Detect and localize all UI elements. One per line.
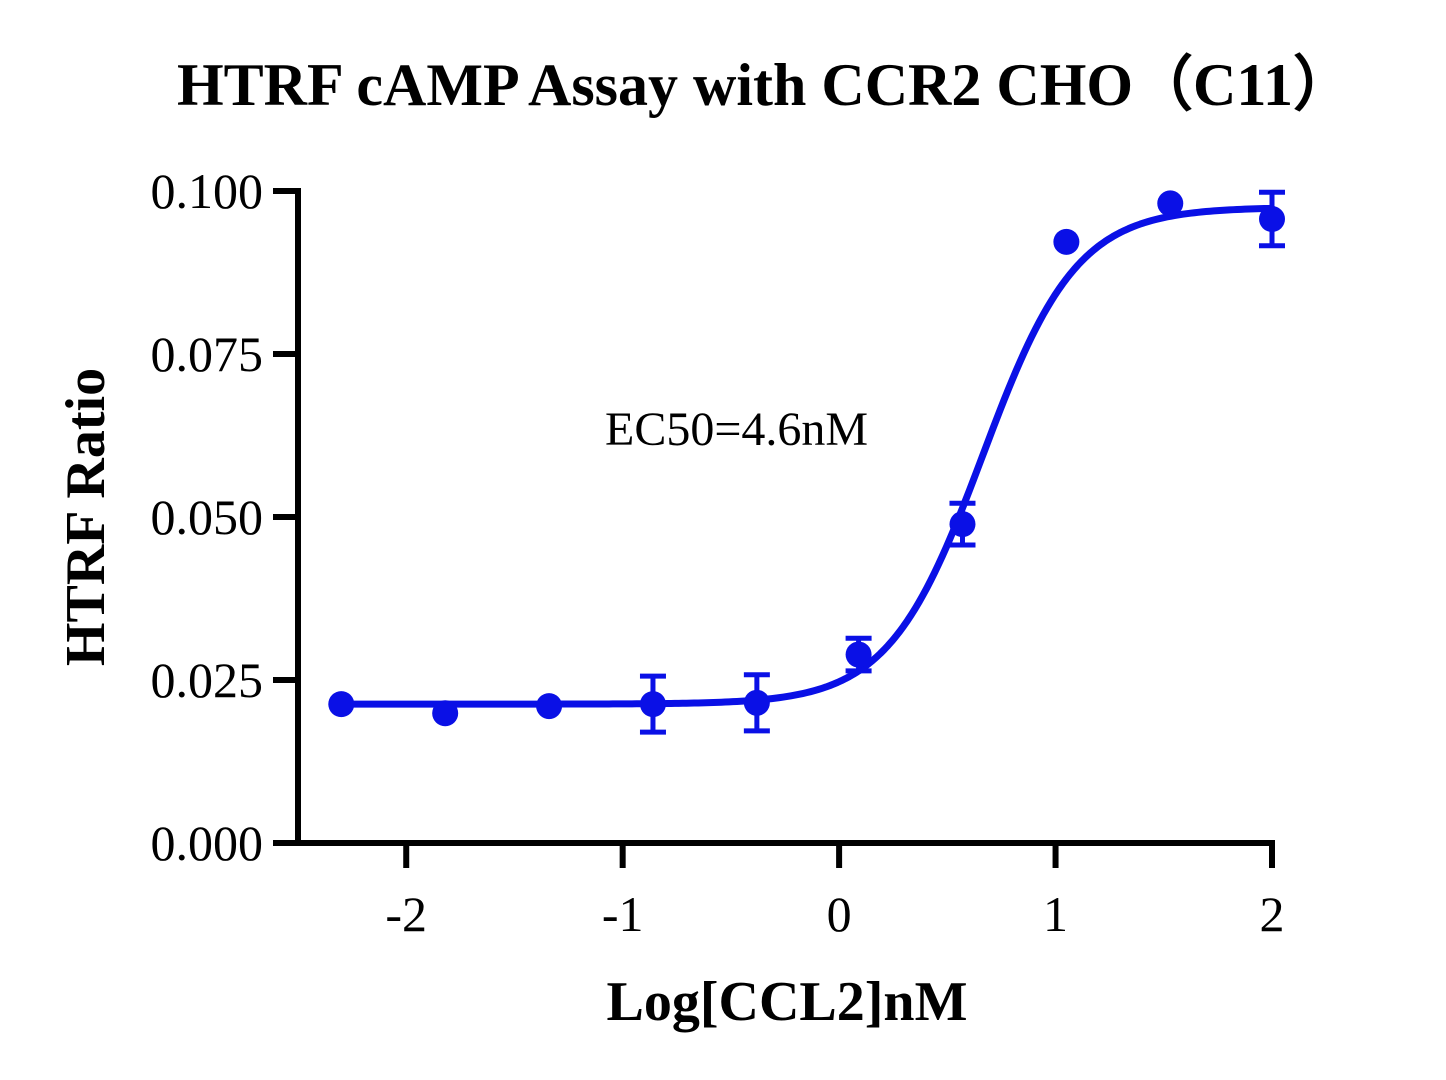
data-point: [845, 641, 872, 668]
data-point: [536, 693, 563, 720]
fit-curve-layer: [337, 204, 1276, 708]
x-axis-title: Log[CCL2]nM: [607, 971, 968, 1033]
data-point: [743, 689, 770, 716]
x-tick-label: 0: [827, 886, 852, 942]
chart-title: HTRF cAMP Assay with CCR2 CHO（C11）: [177, 51, 1353, 118]
x-tick-label: -1: [602, 886, 644, 942]
fit-curve: [337, 204, 1276, 708]
data-point: [949, 511, 976, 538]
y-tick-label: 0.025: [151, 652, 264, 708]
data-point: [328, 691, 355, 718]
x-tick-label: -2: [385, 886, 427, 942]
axes: 0.000 0.025 0.050 0.075 0.100 -2 -1 0 1 2: [151, 163, 1285, 942]
data-point: [1053, 228, 1080, 255]
y-tick-label: 0.100: [151, 163, 264, 219]
ec50-annotation: EC50=4.6nM: [605, 403, 868, 456]
y-tick-label: 0.050: [151, 489, 264, 545]
data-point: [639, 691, 666, 718]
error-bars-layer: [639, 189, 1285, 735]
data-point: [432, 700, 459, 727]
y-tick-label: 0.075: [151, 326, 264, 382]
data-point: [1157, 190, 1184, 217]
data-point: [1259, 206, 1285, 233]
y-axis-title: HTRF Ratio: [55, 368, 117, 666]
y-tick-label: 0.000: [151, 815, 264, 871]
x-tick-label: 2: [1260, 886, 1285, 942]
points-layer: [328, 190, 1285, 727]
x-tick-label: 1: [1043, 886, 1068, 942]
